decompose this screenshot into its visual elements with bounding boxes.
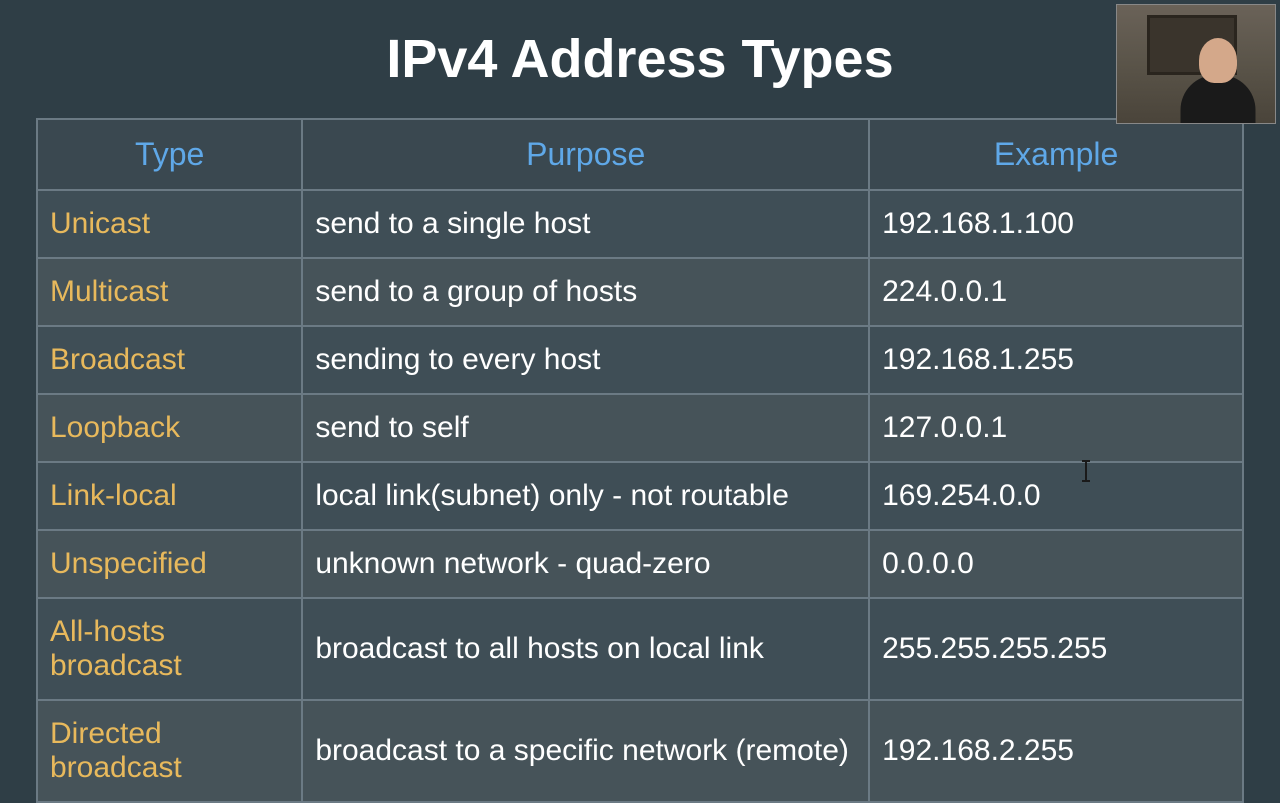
cell-type: Multicast (37, 258, 302, 326)
cell-example: 169.254.0.0 (869, 462, 1243, 530)
cell-purpose: local link(subnet) only - not routable (302, 462, 869, 530)
column-header-example: Example (869, 119, 1243, 190)
table-row: Broadcast sending to every host 192.168.… (37, 326, 1243, 394)
table-row: Unicast send to a single host 192.168.1.… (37, 190, 1243, 258)
cell-purpose: send to a group of hosts (302, 258, 869, 326)
cell-type: Link-local (37, 462, 302, 530)
cell-example: 127.0.0.1 (869, 394, 1243, 462)
cell-example: 224.0.0.1 (869, 258, 1243, 326)
cell-purpose: sending to every host (302, 326, 869, 394)
webcam-presenter-head (1199, 38, 1237, 83)
text-cursor-icon (1085, 462, 1087, 480)
cell-type: Unicast (37, 190, 302, 258)
table-row: Unspecified unknown network - quad-zero … (37, 530, 1243, 598)
webcam-presenter (1175, 38, 1260, 123)
cell-example: 255.255.255.255 (869, 598, 1243, 700)
cell-type: Unspecified (37, 530, 302, 598)
cell-purpose: unknown network - quad-zero (302, 530, 869, 598)
cell-purpose: broadcast to a specific network (remote) (302, 700, 869, 802)
webcam-room-background (1117, 5, 1275, 123)
cell-type: Directed broadcast (37, 700, 302, 802)
column-header-type: Type (37, 119, 302, 190)
table-row: All-hosts broadcast broadcast to all hos… (37, 598, 1243, 700)
table-row: Link-local local link(subnet) only - not… (37, 462, 1243, 530)
table-header-row: Type Purpose Example (37, 119, 1243, 190)
table-row: Multicast send to a group of hosts 224.0… (37, 258, 1243, 326)
cell-type: All-hosts broadcast (37, 598, 302, 700)
cell-purpose: send to self (302, 394, 869, 462)
table-row: Directed broadcast broadcast to a specif… (37, 700, 1243, 802)
cell-type: Broadcast (37, 326, 302, 394)
cell-example: 192.168.1.100 (869, 190, 1243, 258)
table-row: Loopback send to self 127.0.0.1 (37, 394, 1243, 462)
column-header-purpose: Purpose (302, 119, 869, 190)
webcam-overlay (1116, 4, 1276, 124)
address-types-table: Type Purpose Example Unicast send to a s… (36, 118, 1244, 803)
cell-purpose: send to a single host (302, 190, 869, 258)
cell-example: 192.168.2.255 (869, 700, 1243, 802)
cell-example: 0.0.0.0 (869, 530, 1243, 598)
cell-type: Loopback (37, 394, 302, 462)
page-title: IPv4 Address Types (0, 0, 1280, 118)
cell-example: 192.168.1.255 (869, 326, 1243, 394)
cell-purpose: broadcast to all hosts on local link (302, 598, 869, 700)
